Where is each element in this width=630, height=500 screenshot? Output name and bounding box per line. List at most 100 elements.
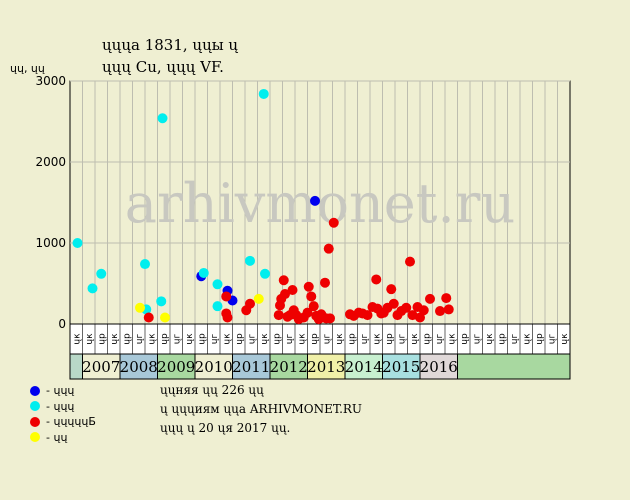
quarter-label: ųр bbox=[97, 333, 107, 345]
year-label: 2012 bbox=[270, 358, 308, 376]
data-point bbox=[258, 88, 269, 99]
quarter-label: ųг bbox=[360, 334, 370, 345]
quarter-label: ųк bbox=[85, 333, 95, 345]
data-point bbox=[273, 310, 284, 321]
data-point bbox=[328, 217, 339, 228]
year-label: 2015 bbox=[382, 358, 420, 376]
legend-label: - ųųų bbox=[46, 399, 75, 413]
quarter-label: ųр bbox=[272, 333, 282, 345]
data-point bbox=[302, 307, 313, 318]
quarter-label: ųр bbox=[197, 333, 207, 345]
quarter-label: ųк bbox=[222, 333, 232, 345]
yellow-dot-icon bbox=[30, 432, 40, 443]
quarter-label: ųр bbox=[235, 333, 245, 345]
data-point bbox=[323, 243, 334, 254]
quarter-label: ųк bbox=[335, 333, 345, 345]
data-point bbox=[156, 296, 167, 307]
legend-label: - ųųųųųБ bbox=[46, 415, 96, 429]
quarter-label: ųк bbox=[560, 333, 570, 345]
data-point bbox=[425, 293, 435, 304]
data-point bbox=[143, 312, 154, 323]
year-label: 2010 bbox=[195, 358, 233, 376]
quarter-label: ųг bbox=[435, 334, 445, 345]
red-dot-icon bbox=[30, 416, 40, 427]
data-point bbox=[371, 274, 382, 285]
blue-dot-icon bbox=[30, 385, 40, 396]
quarter-label: ųг bbox=[472, 334, 482, 345]
legend-label: - ųų bbox=[46, 430, 68, 444]
quarter-label: ųк bbox=[260, 333, 270, 345]
quarter-label: ųр bbox=[347, 333, 357, 345]
data-point bbox=[87, 283, 98, 294]
data-point bbox=[135, 302, 145, 313]
quarter-label: ųк bbox=[522, 333, 532, 345]
quarter-label: ųк bbox=[147, 333, 157, 345]
data-point bbox=[441, 293, 452, 304]
data-point bbox=[303, 281, 314, 292]
data-point bbox=[72, 238, 83, 248]
chart-title-line1: ųųųа 1831, ųųы ų bbox=[102, 36, 239, 54]
quarter-label: ųр bbox=[310, 333, 320, 345]
data-point bbox=[388, 298, 399, 309]
quarter-label: ųк bbox=[410, 333, 420, 345]
data-point bbox=[212, 301, 223, 312]
quarter-label: ųр bbox=[160, 333, 170, 345]
year-cell bbox=[382, 353, 421, 380]
quarter-label: ųк bbox=[297, 333, 307, 345]
data-point bbox=[407, 310, 418, 321]
notes: ųųняя ųų 226 ųų ų ųųųиям ųųа ARHIVMONET.… bbox=[160, 383, 362, 440]
data-point bbox=[245, 298, 255, 309]
data-point bbox=[325, 313, 335, 324]
legend-item-blue: - ųųų bbox=[30, 383, 96, 399]
data-point bbox=[386, 284, 397, 295]
data-point bbox=[435, 306, 445, 317]
data-point bbox=[96, 268, 107, 279]
data-point bbox=[401, 302, 412, 313]
cyan-dot-icon bbox=[30, 401, 40, 412]
data-point bbox=[405, 256, 415, 267]
quarter-label: ųг bbox=[322, 334, 332, 345]
quarter-label: ųр bbox=[535, 333, 545, 345]
data-point bbox=[222, 312, 233, 323]
legend-item-red: - ųųųųųБ bbox=[30, 414, 96, 430]
legend: - ųųų - ųųų - ųųųųųБ - ųų bbox=[30, 383, 96, 445]
quarter-label: ųр bbox=[385, 333, 395, 345]
data-point bbox=[418, 305, 429, 316]
quarter-label: ųг bbox=[247, 334, 257, 345]
year-cell bbox=[419, 353, 458, 380]
notes-line1: ųųняя ųų 226 ųų bbox=[160, 383, 264, 397]
quarter-label: ųг bbox=[210, 334, 220, 345]
data-point bbox=[212, 279, 223, 290]
chart-title-line2: ųųų Cu, ųųų VF. bbox=[102, 58, 224, 76]
quarter-label: ųг bbox=[547, 334, 557, 345]
y-tick-label: 1000 bbox=[35, 236, 66, 250]
quarter-label: ųк bbox=[185, 333, 195, 345]
data-point bbox=[157, 113, 168, 124]
quarter-label: ųр bbox=[122, 333, 132, 345]
quarter-label: ųг bbox=[172, 334, 182, 345]
quarter-label: ųг bbox=[397, 334, 407, 345]
legend-item-cyan: - ųųų bbox=[30, 399, 96, 415]
data-point bbox=[280, 289, 290, 300]
year-label: 2014 bbox=[345, 358, 383, 376]
year-label: 2013 bbox=[307, 358, 345, 376]
data-point bbox=[221, 291, 232, 302]
watermark: arhivmonet.ru bbox=[125, 172, 515, 235]
legend-item-yellow: - ųų bbox=[30, 430, 96, 446]
y-tick-label: 0 bbox=[58, 317, 66, 331]
data-point bbox=[160, 312, 170, 323]
quarter-label: ųк bbox=[110, 333, 120, 345]
quarter-label: ųр bbox=[422, 333, 432, 345]
y-axis-unit-label: ųų, ųų bbox=[10, 62, 45, 75]
quarter-label: ųг bbox=[285, 334, 295, 345]
year-label: 2016 bbox=[420, 358, 458, 376]
data-point bbox=[287, 284, 298, 295]
quarter-label: ųк bbox=[447, 333, 457, 345]
year-label: 2011 bbox=[232, 358, 270, 376]
year-cell-trail bbox=[457, 353, 571, 380]
data-point bbox=[260, 268, 270, 279]
quarter-label: ųг bbox=[135, 334, 145, 345]
data-point bbox=[278, 275, 289, 286]
data-point bbox=[310, 195, 320, 206]
